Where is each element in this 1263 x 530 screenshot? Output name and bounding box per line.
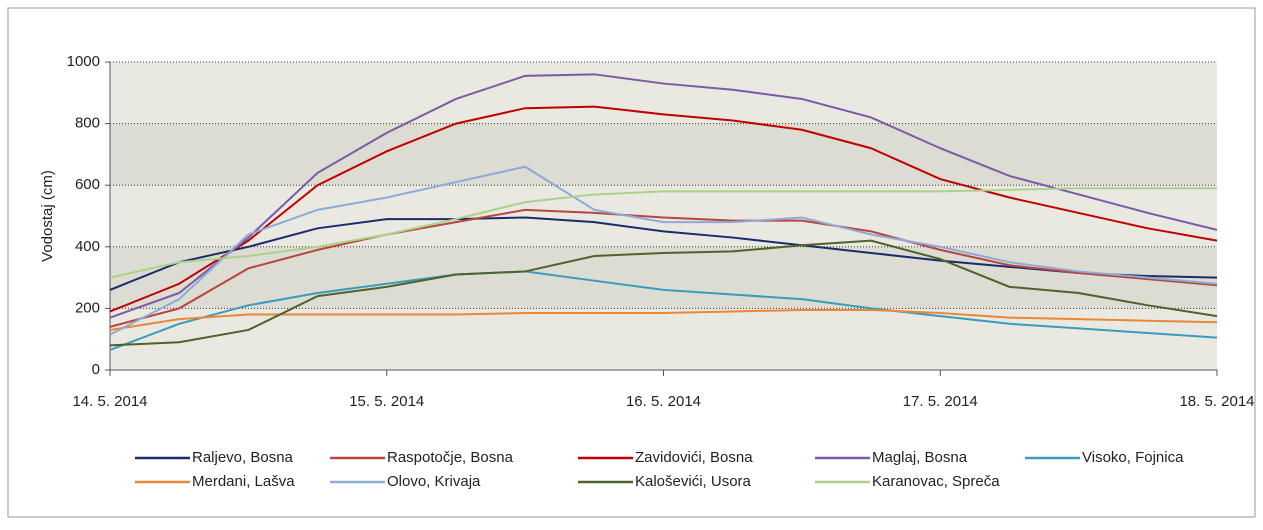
legend-label: Zavidovići, Bosna — [635, 449, 753, 466]
legend-label: Kaloševići, Usora — [635, 473, 752, 490]
y-tick-label: 200 — [75, 299, 100, 316]
series-line — [109, 105, 1218, 313]
legend-label: Merdani, Lašva — [192, 473, 295, 490]
legend-label: Raspotočje, Bosna — [387, 449, 514, 466]
series-line — [109, 208, 1218, 328]
x-tick-label: 16. 5. 2014 — [626, 393, 701, 410]
series-line — [109, 187, 1217, 279]
plot-band — [110, 62, 1217, 124]
series-line — [109, 270, 1218, 351]
y-axis-label: Vodostaj (cm) — [39, 170, 56, 262]
plot-band — [110, 185, 1217, 247]
y-tick-label: 1000 — [67, 53, 100, 70]
series-line — [109, 239, 1218, 347]
y-tick-label: 800 — [75, 115, 100, 132]
legend-label: Karanovac, Spreča — [872, 473, 1000, 490]
legend-label: Olovo, Krivaja — [387, 473, 481, 490]
series-line — [109, 73, 1218, 319]
legend-label: Maglaj, Bosna — [872, 449, 968, 466]
plot-band — [110, 123, 1217, 186]
x-tick-label: 14. 5. 2014 — [72, 393, 147, 410]
x-tick-label: 17. 5. 2014 — [903, 393, 978, 410]
y-tick-label: 600 — [75, 176, 100, 193]
legend-label: Raljevo, Bosna — [192, 449, 294, 466]
y-tick-label: 0 — [92, 361, 100, 378]
series-line — [109, 308, 1218, 331]
series-line — [109, 216, 1218, 291]
series-line — [109, 165, 1218, 336]
x-tick-label: 18. 5. 2014 — [1179, 393, 1254, 410]
legend-label: Visoko, Fojnica — [1082, 449, 1184, 466]
x-tick-label: 15. 5. 2014 — [349, 393, 424, 410]
y-tick-label: 400 — [75, 238, 100, 255]
plot-band — [110, 246, 1217, 309]
